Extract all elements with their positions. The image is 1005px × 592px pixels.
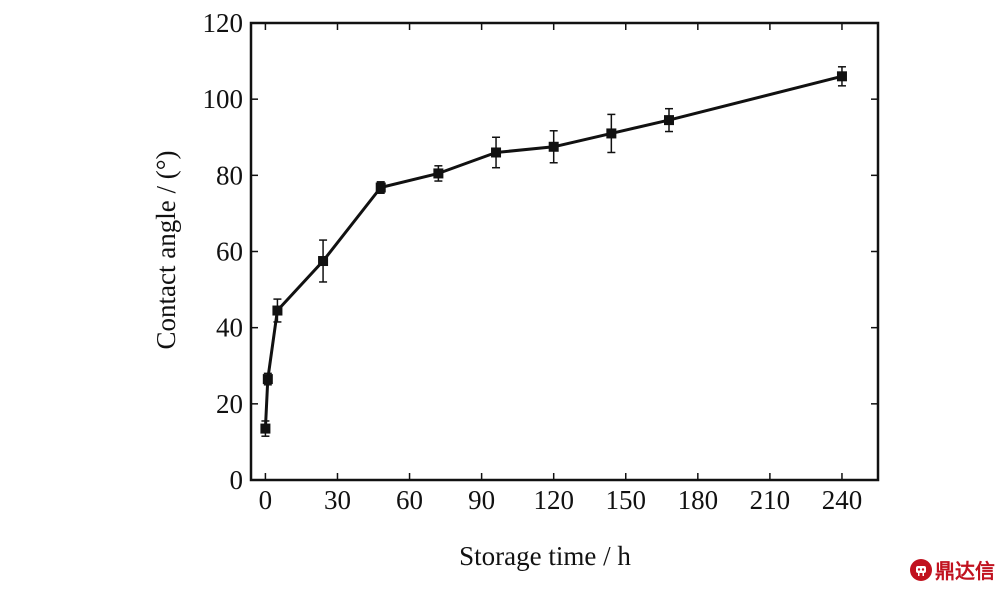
data-point [262,374,273,385]
y-tick-label: 20 [216,389,243,419]
x-tick-label: 180 [678,485,719,515]
x-axis-title: Storage time / h [459,541,631,571]
logo-icon [910,558,932,581]
data-point [260,423,271,434]
y-axis-title: Contact angle / (°) [151,151,181,350]
series-line [263,74,843,429]
watermark-logo: 鼎达信 [910,555,995,584]
x-tick-label: 90 [468,485,495,515]
x-tick-label: 30 [324,485,351,515]
x-tick-label: 60 [396,485,423,515]
y-tick-label: 40 [216,313,243,343]
x-tick-label: 0 [259,485,273,515]
y-tick-label: 80 [216,160,243,190]
data-point [548,141,559,152]
y-tick-label: 100 [203,84,244,114]
data-point [375,182,386,193]
y-tick-label: 120 [203,8,244,38]
data-point [836,71,847,82]
data-point [318,256,329,267]
y-tick-label: 0 [230,465,244,495]
data-point [433,168,444,179]
x-tick-label: 120 [533,485,574,515]
data-point [606,128,617,139]
data-point [491,147,502,158]
watermark-text: 鼎达信 [935,559,995,583]
plot-frame [249,21,880,482]
y-tick-label: 60 [216,237,243,267]
x-tick-label: 240 [822,485,863,515]
data-point [664,115,674,126]
x-tick-label: 210 [750,485,791,515]
x-tick-label: 150 [606,485,647,515]
data-point [272,305,283,316]
